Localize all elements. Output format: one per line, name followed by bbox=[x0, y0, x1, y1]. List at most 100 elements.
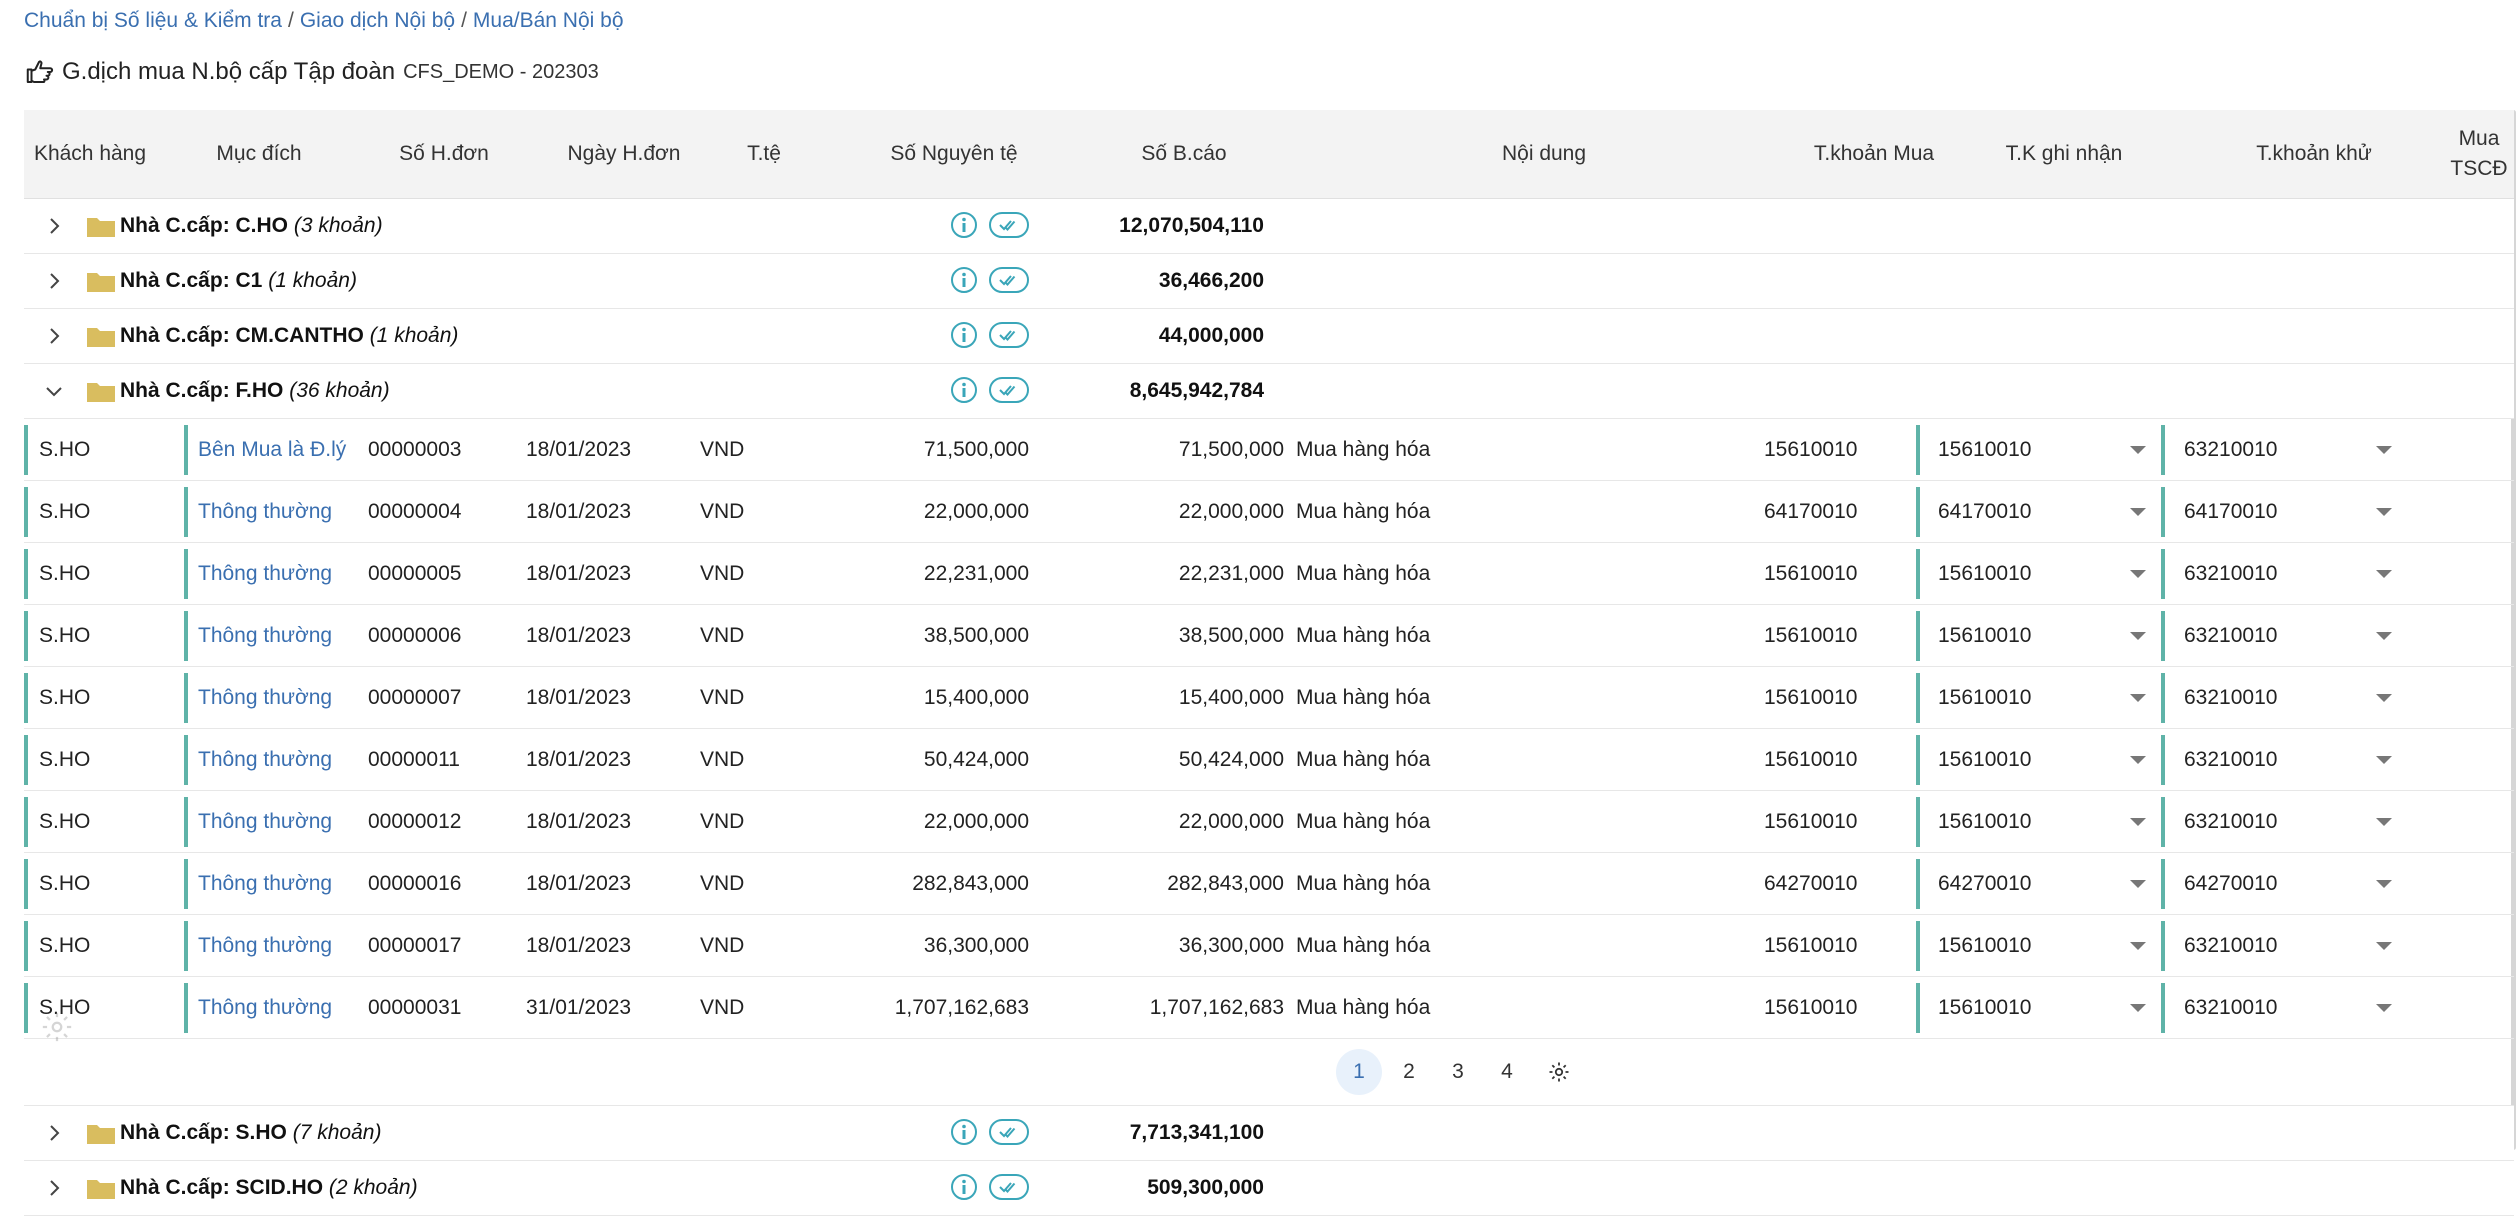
caret-down-icon[interactable] bbox=[2376, 632, 2392, 640]
info-icon[interactable] bbox=[950, 1118, 978, 1146]
caret-down-icon[interactable] bbox=[2376, 570, 2392, 578]
caret-down-icon[interactable] bbox=[2130, 942, 2146, 950]
elimination-account-dropdown[interactable]: 64270010 bbox=[2184, 853, 2384, 914]
breadcrumb-link-internal-transactions[interactable]: Giao dịch Nội bộ bbox=[299, 9, 456, 32]
info-icon[interactable] bbox=[950, 321, 978, 349]
caret-down-icon[interactable] bbox=[2376, 942, 2392, 950]
group-row[interactable]: Nhà C.cấp: C1 (1 khoản) 36,466,200 bbox=[24, 254, 2514, 309]
caret-down-icon[interactable] bbox=[2376, 1004, 2392, 1012]
purpose-link[interactable]: Thông thường bbox=[198, 934, 333, 957]
elimination-account-dropdown[interactable]: 63210010 bbox=[2184, 729, 2384, 790]
col-header-elimination-account[interactable]: T.khoản khử bbox=[2256, 142, 2372, 165]
elimination-account-dropdown[interactable]: 63210010 bbox=[2184, 419, 2384, 480]
col-header-currency[interactable]: T.tệ bbox=[747, 142, 781, 165]
elimination-account-dropdown[interactable]: 63210010 bbox=[2184, 543, 2384, 604]
table-row[interactable]: S.HO Thông thường 00000011 18/01/2023 VND 50,… bbox=[24, 729, 2514, 791]
gear-icon[interactable] bbox=[40, 1010, 74, 1044]
col-header-content[interactable]: Nội dung bbox=[1501, 142, 1587, 165]
vertical-scrollbar[interactable] bbox=[2511, 110, 2516, 1150]
chevron-right-icon[interactable] bbox=[44, 216, 64, 236]
info-icon[interactable] bbox=[950, 266, 978, 294]
col-header-customer[interactable]: Khách hàng bbox=[33, 142, 147, 165]
info-icon[interactable] bbox=[950, 376, 978, 404]
caret-down-icon[interactable] bbox=[2130, 570, 2146, 578]
table-row[interactable]: S.HO Bên Mua là Đ.lý 00000003 18/01/2023 VND… bbox=[24, 419, 2514, 481]
purpose-link[interactable]: Thông thường bbox=[198, 872, 333, 895]
purpose-link[interactable]: Thông thường bbox=[198, 996, 333, 1019]
record-account-dropdown[interactable]: 15610010 bbox=[1938, 419, 2138, 480]
record-account-dropdown[interactable]: 15610010 bbox=[1938, 915, 2138, 976]
record-account-dropdown[interactable]: 15610010 bbox=[1938, 543, 2138, 604]
record-account-dropdown[interactable]: 15610010 bbox=[1938, 667, 2138, 728]
caret-down-icon[interactable] bbox=[2130, 632, 2146, 640]
info-icon[interactable] bbox=[950, 211, 978, 239]
caret-down-icon[interactable] bbox=[2130, 756, 2146, 764]
record-account-dropdown[interactable]: 15610010 bbox=[1938, 791, 2138, 852]
double-check-icon[interactable] bbox=[989, 211, 1029, 239]
group-row[interactable]: Nhà C.cấp: S.HO (7 khoản) 7,713,341,100 bbox=[24, 1106, 2514, 1161]
purpose-link[interactable]: Bên Mua là Đ.lý bbox=[198, 438, 347, 461]
elimination-account-dropdown[interactable]: 63210010 bbox=[2184, 667, 2384, 728]
col-header-buy-account[interactable]: T.khoản Mua bbox=[1813, 142, 1935, 165]
table-row[interactable]: S.HO Thông thường 00000016 18/01/2023 VND 282… bbox=[24, 853, 2514, 915]
chevron-right-icon[interactable] bbox=[44, 326, 64, 346]
caret-down-icon[interactable] bbox=[2376, 756, 2392, 764]
record-account-dropdown[interactable]: 15610010 bbox=[1938, 729, 2138, 790]
purpose-link[interactable]: Thông thường bbox=[198, 624, 333, 647]
col-header-original-amount[interactable]: Số Nguyên tệ bbox=[890, 142, 1018, 165]
caret-down-icon[interactable] bbox=[2130, 880, 2146, 888]
group-row[interactable]: Nhà C.cấp: CM.CANTHO (1 khoản) 44,000,000 bbox=[24, 309, 2514, 364]
double-check-icon[interactable] bbox=[989, 1173, 1029, 1201]
double-check-icon[interactable] bbox=[989, 321, 1029, 349]
caret-down-icon[interactable] bbox=[2376, 446, 2392, 454]
col-header-purpose[interactable]: Mục đích bbox=[216, 142, 302, 165]
record-account-dropdown[interactable]: 64170010 bbox=[1938, 481, 2138, 542]
col-header-buy-fixed-asset[interactable]: Mua TSCĐ bbox=[2424, 110, 2518, 198]
elimination-account-dropdown[interactable]: 63210010 bbox=[2184, 915, 2384, 976]
table-row[interactable]: S.HO Thông thường 00000005 18/01/2023 VND 22,… bbox=[24, 543, 2514, 605]
purpose-link[interactable]: Thông thường bbox=[198, 686, 333, 709]
record-account-dropdown[interactable]: 15610010 bbox=[1938, 605, 2138, 666]
col-header-record-account[interactable]: T.K ghi nhận bbox=[2005, 142, 2123, 165]
table-row[interactable]: S.HO Thông thường 00000012 18/01/2023 VND 22,… bbox=[24, 791, 2514, 853]
col-header-report-amount[interactable]: Số B.cáo bbox=[1141, 142, 1227, 165]
elimination-account-dropdown[interactable]: 63210010 bbox=[2184, 791, 2384, 852]
chevron-right-icon[interactable] bbox=[44, 1178, 64, 1198]
caret-down-icon[interactable] bbox=[2130, 694, 2146, 702]
page-button-4[interactable]: 4 bbox=[1501, 1060, 1513, 1083]
caret-down-icon[interactable] bbox=[2376, 694, 2392, 702]
group-row[interactable]: Nhà C.cấp: SCID.HO (2 khoản) 509,300,000 bbox=[24, 1161, 2514, 1216]
col-header-invoice-no[interactable]: Số H.đơn bbox=[399, 142, 489, 165]
page-button-3[interactable]: 3 bbox=[1452, 1060, 1464, 1083]
table-row[interactable]: S.HO Thông thường 00000006 18/01/2023 VND 38,… bbox=[24, 605, 2514, 667]
chevron-down-icon[interactable] bbox=[44, 381, 64, 401]
table-row[interactable]: S.HO Thông thường 00000017 18/01/2023 VND 36,… bbox=[24, 915, 2514, 977]
purpose-link[interactable]: Thông thường bbox=[198, 500, 333, 523]
chevron-right-icon[interactable] bbox=[44, 1123, 64, 1143]
group-row[interactable]: Nhà C.cấp: C.HO (3 khoản) 12,070,504,110 bbox=[24, 199, 2514, 254]
caret-down-icon[interactable] bbox=[2130, 508, 2146, 516]
page-button-2[interactable]: 2 bbox=[1403, 1060, 1415, 1083]
caret-down-icon[interactable] bbox=[2130, 818, 2146, 826]
double-check-icon[interactable] bbox=[989, 1118, 1029, 1146]
caret-down-icon[interactable] bbox=[2130, 1004, 2146, 1012]
caret-down-icon[interactable] bbox=[2376, 818, 2392, 826]
double-check-icon[interactable] bbox=[989, 376, 1029, 404]
purpose-link[interactable]: Thông thường bbox=[198, 810, 333, 833]
breadcrumb-link-data-prep[interactable]: Chuẩn bị Số liệu & Kiểm tra bbox=[24, 9, 282, 32]
caret-down-icon[interactable] bbox=[2376, 508, 2392, 516]
col-header-invoice-date[interactable]: Ngày H.đơn bbox=[567, 142, 681, 165]
purpose-link[interactable]: Thông thường bbox=[198, 562, 333, 585]
caret-down-icon[interactable] bbox=[2376, 880, 2392, 888]
elimination-account-dropdown[interactable]: 63210010 bbox=[2184, 977, 2384, 1038]
double-check-icon[interactable] bbox=[989, 266, 1029, 294]
elimination-account-dropdown[interactable]: 64170010 bbox=[2184, 481, 2384, 542]
record-account-dropdown[interactable]: 15610010 bbox=[1938, 977, 2138, 1038]
gear-icon[interactable] bbox=[1547, 1060, 1571, 1084]
page-button-1[interactable]: 1 bbox=[1336, 1049, 1382, 1095]
purpose-link[interactable]: Thông thường bbox=[198, 748, 333, 771]
breadcrumb-link-internal-trade[interactable]: Mua/Bán Nội bộ bbox=[472, 9, 624, 32]
caret-down-icon[interactable] bbox=[2130, 446, 2146, 454]
table-row[interactable]: S.HO Thông thường 00000031 31/01/2023 VND 1,7… bbox=[24, 977, 2514, 1039]
info-icon[interactable] bbox=[950, 1173, 978, 1201]
